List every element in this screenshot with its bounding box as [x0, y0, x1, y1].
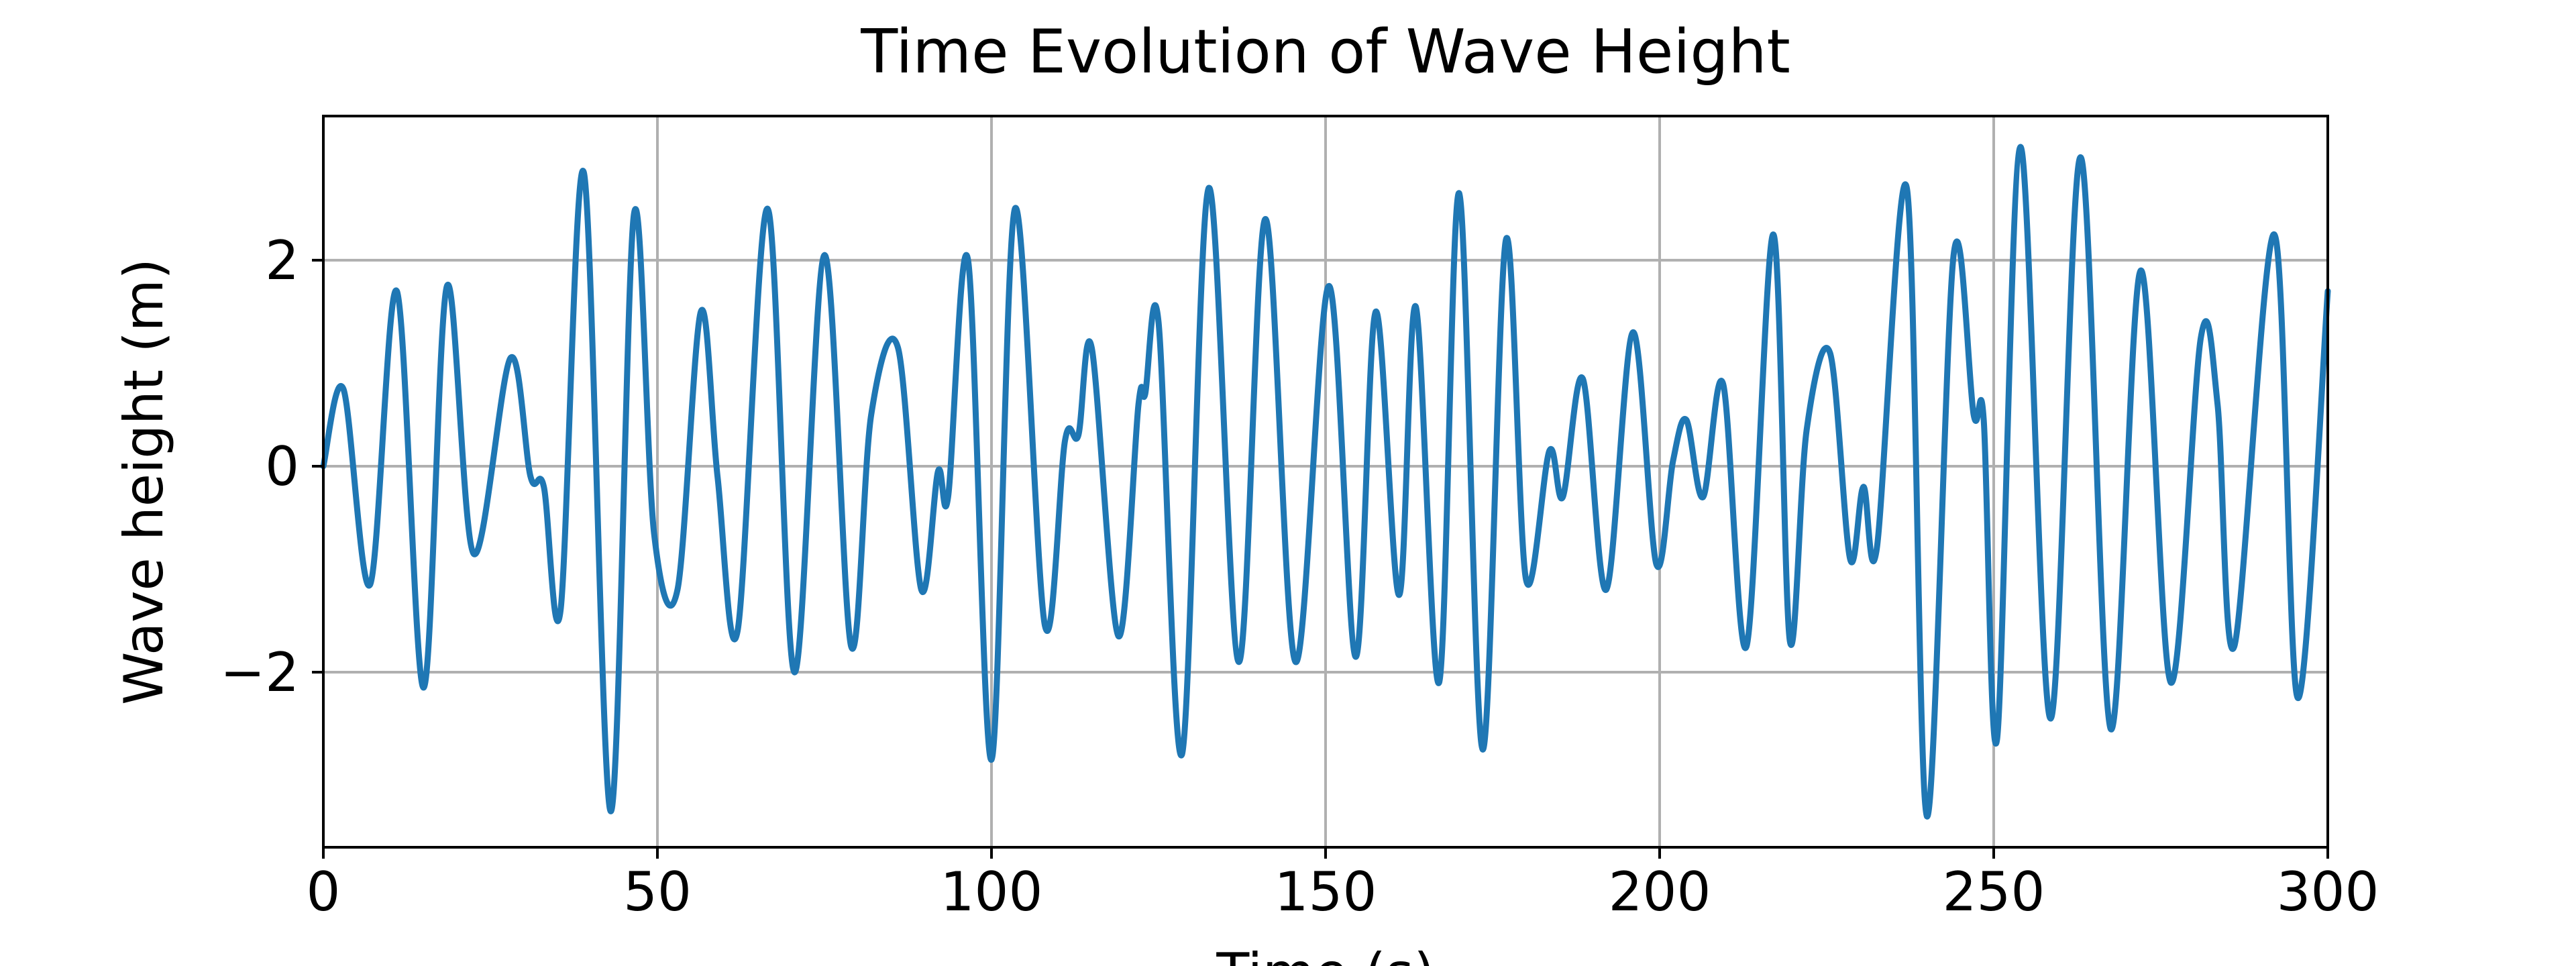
x-axis-ticks: 0 50 100 150 200 250 300	[307, 847, 2379, 923]
x-tick-label: 300	[2277, 861, 2379, 923]
x-tick-label: 150	[1275, 861, 1377, 923]
y-axis-label: Wave height (m)	[113, 258, 175, 705]
x-tick-label: 100	[941, 861, 1043, 923]
y-tick-label: 2	[265, 229, 299, 292]
wave-height-series-line	[320, 144, 2331, 820]
y-tick-label: −2	[220, 641, 299, 704]
grid-lines	[322, 116, 2329, 847]
x-axis-label: Time (s)	[1216, 942, 1434, 966]
x-tick-label: 50	[623, 861, 692, 923]
chart-title: Time Evolution of Wave Height	[860, 17, 1790, 87]
y-tick-label: 0	[265, 435, 299, 498]
series-layer	[320, 144, 2331, 820]
x-tick-label: 250	[1943, 861, 2045, 923]
y-axis-ticks: −2 0 2	[220, 229, 323, 704]
x-tick-label: 200	[1609, 861, 1711, 923]
x-tick-label: 0	[307, 861, 341, 923]
